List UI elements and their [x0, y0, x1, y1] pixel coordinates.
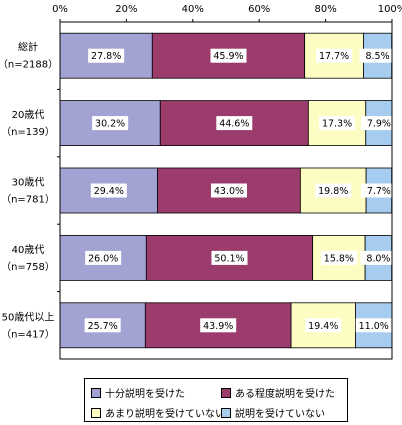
data-label-box — [360, 183, 397, 198]
x-tick-label: 20% — [115, 4, 137, 15]
legend-item: あまり説明を受けていない — [91, 405, 225, 420]
data-label: 19.8% — [318, 186, 348, 197]
category-label: 総計 — [18, 41, 38, 54]
data-label-box — [85, 250, 122, 265]
data-label-box — [316, 48, 353, 63]
x-tick-label: 100% — [378, 4, 402, 15]
data-label: 26.0% — [88, 253, 118, 264]
data-label-box — [210, 183, 247, 198]
legend-swatch — [221, 387, 231, 398]
data-label-box — [84, 318, 121, 333]
category-label: 50歳代以上 — [2, 311, 55, 323]
data-label-box — [359, 48, 396, 63]
category-n-label: （n=758） — [1, 261, 55, 273]
legend-swatch — [221, 407, 231, 418]
legend-label: 説明を受けていない — [235, 409, 325, 420]
data-label-box — [355, 318, 392, 333]
chart-legend: 十分説明を受けた ある程度説明を受けた あまり説明を受けていない 説明を受けていない — [84, 378, 348, 422]
data-label-box — [92, 116, 129, 131]
data-label: 50.1% — [214, 253, 244, 264]
data-label: 7.7% — [367, 186, 391, 197]
stacked-bar-chart: 0% 20% 40% 60% 80% 100% 総計 （n=2188） 27.8% 45.9% 17… — [0, 4, 402, 360]
category-label: 20歳代 — [12, 109, 45, 121]
data-label: 15.8% — [324, 253, 354, 264]
legend-item: ある程度説明を受けた — [221, 385, 335, 400]
data-label: 43.0% — [214, 186, 244, 197]
data-label-box — [90, 183, 127, 198]
data-label-box — [315, 183, 352, 198]
legend-label: 十分説明を受けた — [105, 389, 185, 400]
data-label-box — [320, 250, 357, 265]
data-label-box — [319, 116, 356, 131]
data-label: 17.7% — [319, 51, 349, 62]
category-label: 40歳代 — [12, 244, 45, 256]
legend-label: ある程度説明を受けた — [235, 389, 335, 400]
data-label-box — [88, 48, 125, 63]
data-label-box — [211, 250, 248, 265]
data-label-box — [216, 116, 253, 131]
category-n-label: （n=417） — [1, 328, 55, 340]
legend-item: 説明を受けていない — [221, 405, 325, 420]
plot-frame — [59, 21, 393, 360]
data-label: 45.9% — [213, 51, 243, 62]
data-label-box — [360, 250, 397, 265]
category-label: 30歳代 — [12, 177, 45, 189]
category-n-label: （n=139） — [1, 126, 55, 138]
x-tick-label: 80% — [314, 4, 336, 15]
data-label: 43.9% — [203, 321, 233, 332]
legend-item: 十分説明を受けた — [91, 385, 185, 400]
data-label: 11.0% — [359, 321, 389, 332]
data-label-box — [360, 116, 397, 131]
data-label: 19.4% — [308, 321, 338, 332]
data-label: 8.5% — [365, 51, 389, 62]
data-label: 17.3% — [322, 119, 352, 130]
data-label: 25.7% — [88, 321, 118, 332]
category-n-label: （n=2188） — [0, 59, 58, 71]
data-label: 30.2% — [95, 119, 125, 130]
data-label-box — [210, 48, 247, 63]
x-tick-label: 0% — [52, 4, 68, 15]
data-label: 44.6% — [219, 119, 249, 130]
legend-label: あまり説明を受けていない — [105, 409, 225, 420]
data-label: 7.9% — [367, 119, 391, 130]
category-n-label: （n=781） — [1, 194, 55, 206]
legend-swatch — [91, 387, 101, 398]
data-label-box — [200, 318, 237, 333]
bar-segment — [59, 32, 153, 79]
data-label: 29.4% — [94, 186, 124, 197]
x-tick-label: 60% — [248, 4, 270, 15]
data-label-box — [305, 318, 342, 333]
x-tick-label: 40% — [182, 4, 204, 15]
legend-swatch — [91, 407, 101, 418]
data-label: 27.8% — [91, 51, 121, 62]
data-label: 8.0% — [366, 253, 390, 264]
